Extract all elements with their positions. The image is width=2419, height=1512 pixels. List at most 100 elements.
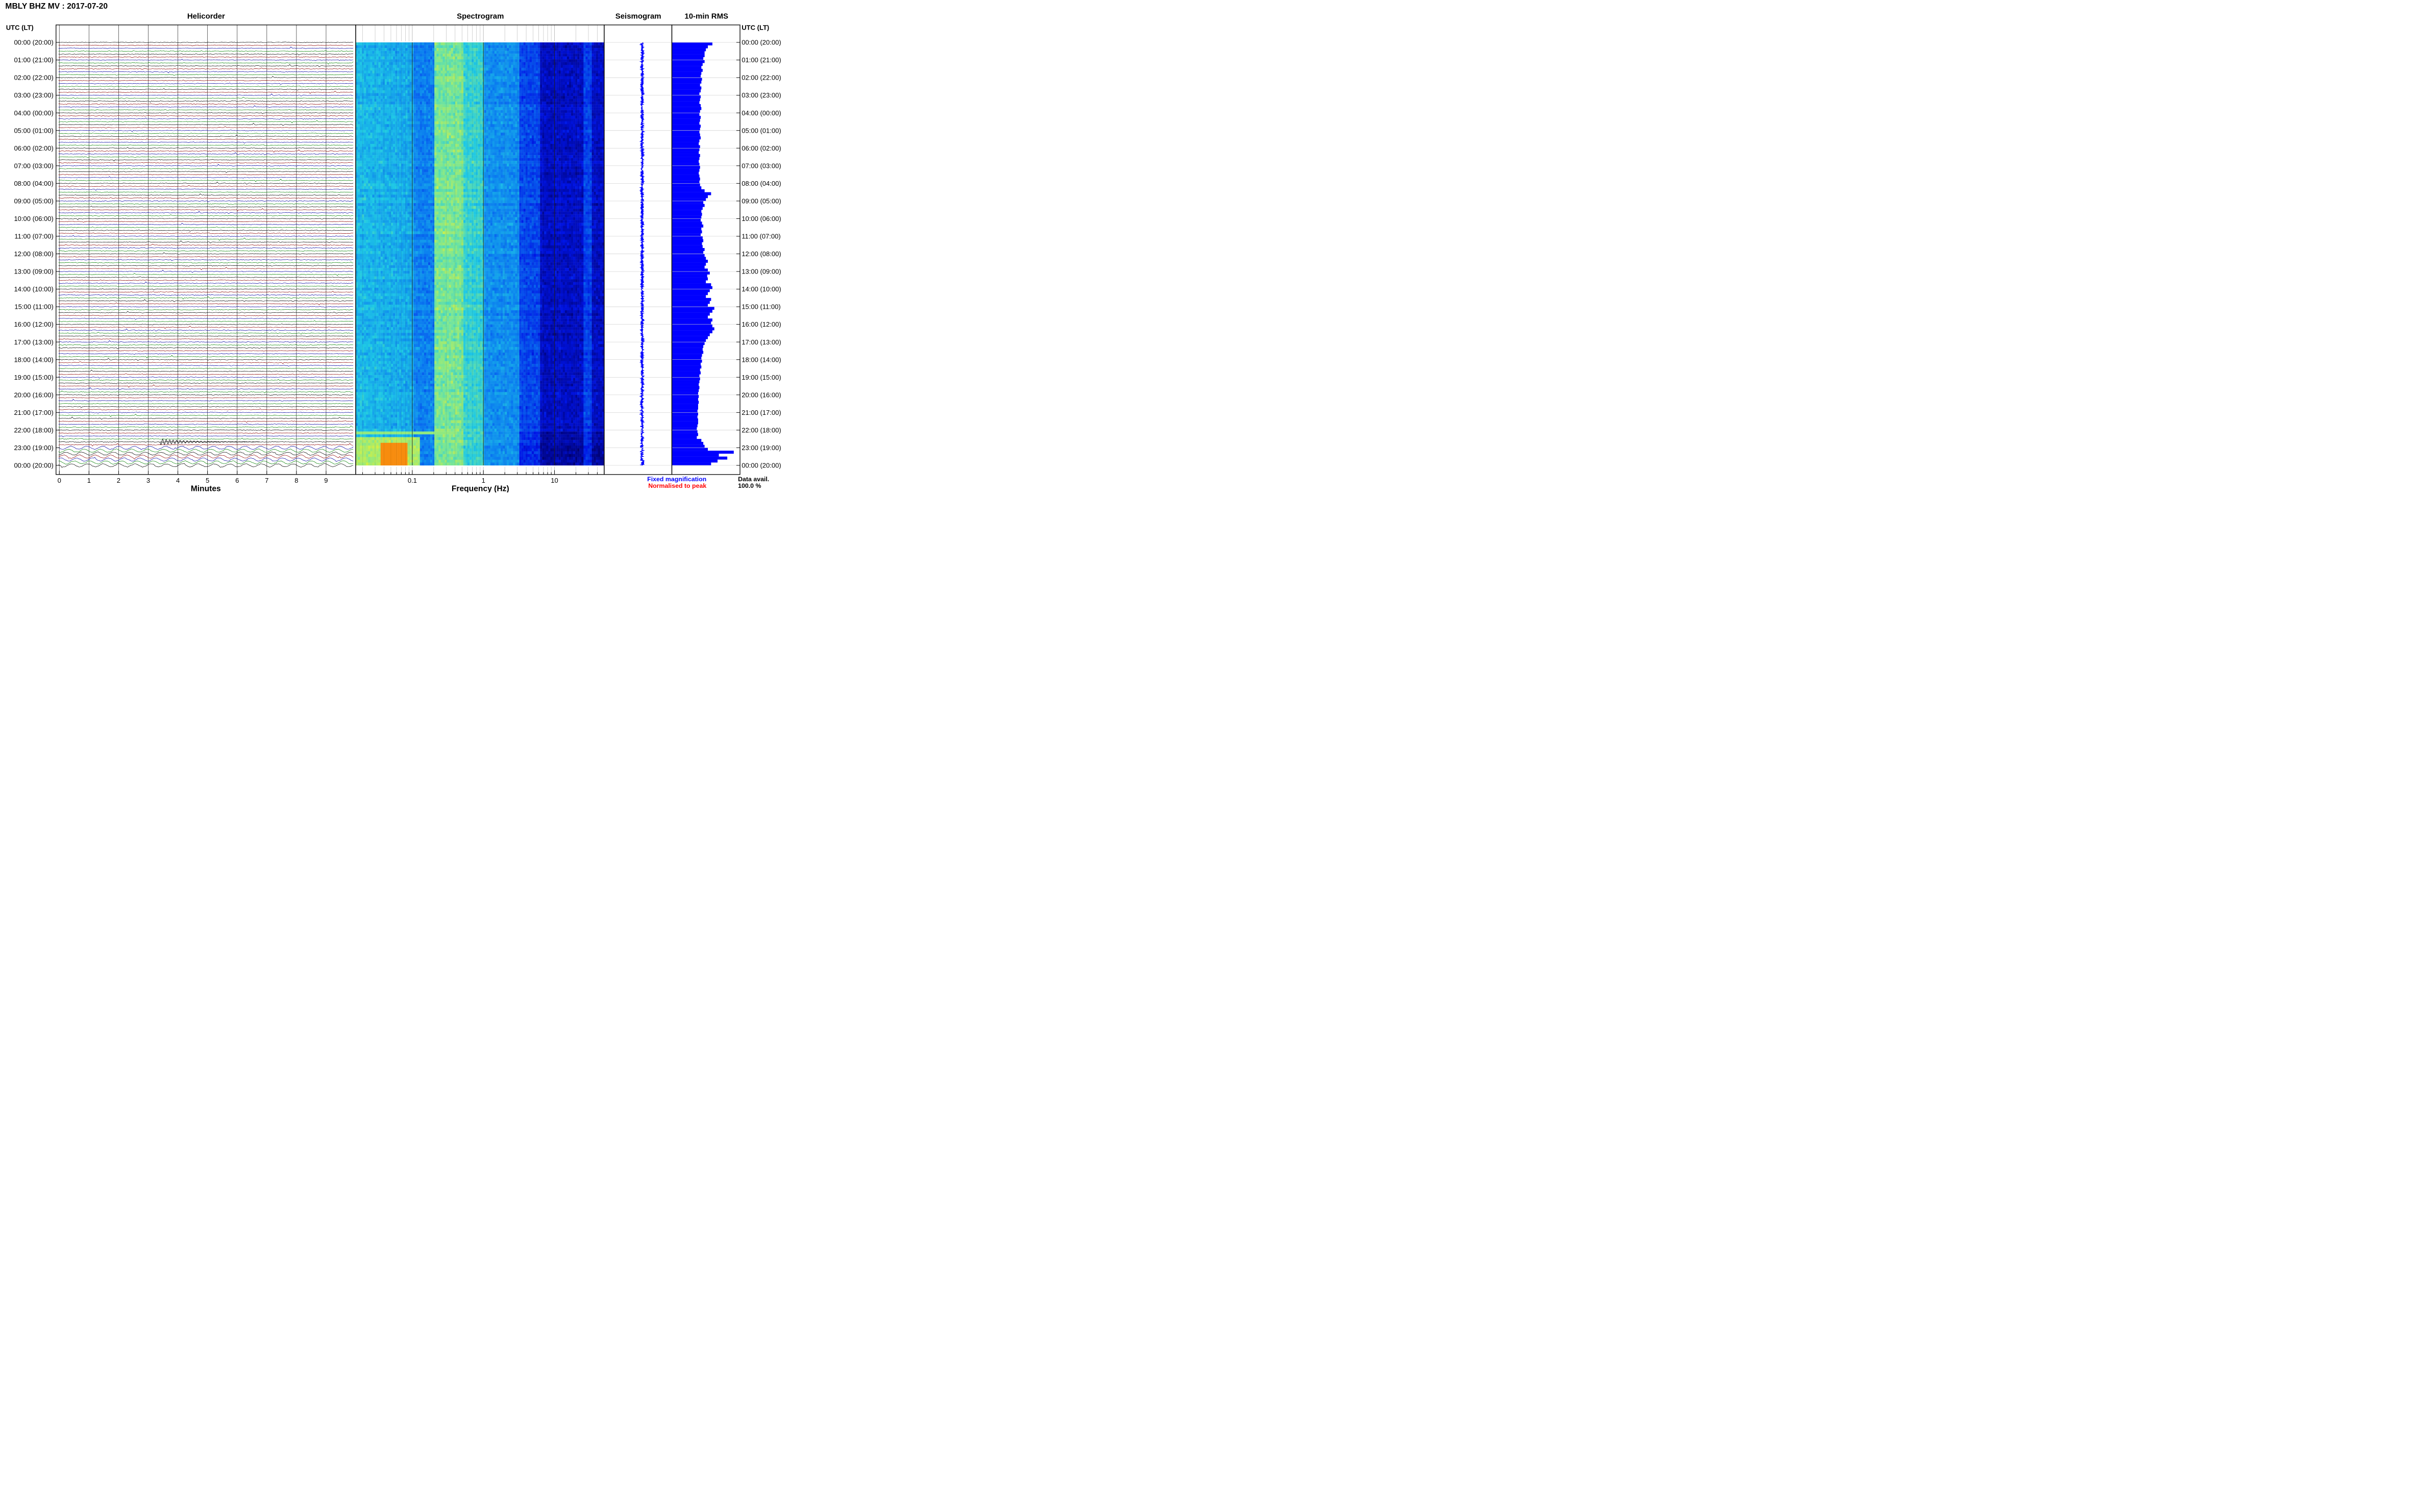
spectrogram-cell bbox=[480, 118, 482, 121]
spectrogram-cell bbox=[507, 127, 509, 130]
minutes-tick-label: 3 bbox=[146, 477, 150, 484]
spectrogram-cell bbox=[384, 150, 387, 153]
spectrogram-cell bbox=[380, 132, 383, 136]
spectrogram-cell bbox=[533, 102, 536, 105]
spectrogram-cell bbox=[457, 84, 460, 88]
spectrogram-cell bbox=[525, 152, 528, 156]
spectrogram-cell bbox=[442, 79, 445, 82]
spectrogram-cell bbox=[390, 130, 393, 133]
spectrogram-cell bbox=[407, 146, 410, 150]
spectrogram-cell bbox=[362, 87, 364, 91]
spectrogram-cell bbox=[372, 150, 375, 153]
spectrogram-cell bbox=[562, 110, 565, 113]
spectrogram-cell bbox=[362, 54, 364, 57]
spectrogram-cell bbox=[428, 121, 431, 125]
spectrogram-cell bbox=[399, 124, 402, 128]
spectrogram-cell bbox=[370, 127, 373, 130]
spectrogram-cell bbox=[602, 90, 605, 93]
spectrogram-cell bbox=[556, 138, 559, 141]
spectrogram-cell bbox=[566, 107, 570, 110]
spectrogram-cell bbox=[451, 62, 453, 65]
spectrogram-cell bbox=[474, 67, 476, 71]
spectrogram-cell bbox=[503, 110, 505, 113]
spectrogram-cell bbox=[525, 130, 528, 133]
spectrogram-cell bbox=[552, 42, 555, 45]
spectrogram-cell bbox=[486, 150, 488, 153]
spectrogram-cell bbox=[415, 132, 418, 136]
spectrogram-cell bbox=[600, 90, 603, 93]
spectrogram-cell bbox=[442, 98, 445, 102]
spectrogram-cell bbox=[459, 48, 462, 51]
spectrogram-cell bbox=[422, 150, 425, 153]
spectrogram-cell bbox=[451, 102, 453, 105]
spectrogram-cell bbox=[417, 48, 421, 51]
spectrogram-cell bbox=[453, 45, 455, 48]
spectrogram-cell bbox=[386, 56, 389, 60]
spectrogram-cell bbox=[486, 79, 488, 82]
spectrogram-cell bbox=[459, 138, 462, 141]
spectrogram-cell bbox=[556, 113, 559, 116]
spectrogram-cell bbox=[368, 65, 371, 68]
spectrogram-cell bbox=[395, 76, 398, 80]
spectrogram-cell bbox=[390, 48, 393, 51]
spectrogram-cell bbox=[490, 138, 493, 141]
spectrogram-cell bbox=[422, 90, 425, 93]
spectrogram-cell bbox=[428, 65, 431, 68]
spectrogram-cell bbox=[388, 102, 391, 105]
spectrogram-cell bbox=[426, 79, 429, 82]
spectrogram-cell bbox=[397, 135, 400, 139]
helicorder-trace bbox=[58, 320, 354, 323]
spectrogram-cell bbox=[451, 67, 453, 71]
spectrogram-cell bbox=[368, 48, 371, 51]
spectrogram-cell bbox=[566, 146, 570, 150]
spectrogram-cell bbox=[533, 87, 536, 91]
spectrogram-cell bbox=[461, 65, 464, 68]
spectrogram-cell bbox=[447, 150, 449, 153]
spectrogram-cell bbox=[467, 127, 470, 130]
spectrogram-cell bbox=[428, 130, 431, 133]
spectrogram-cell bbox=[411, 110, 414, 113]
spectrogram-cell bbox=[494, 79, 497, 82]
spectrogram-cell bbox=[540, 70, 542, 74]
spectrogram-cell bbox=[430, 121, 433, 125]
spectrogram-cell bbox=[569, 87, 572, 91]
spectrogram-cell bbox=[562, 62, 565, 65]
spectrogram-cell bbox=[600, 130, 603, 133]
spectrogram-cell bbox=[602, 82, 605, 85]
helicorder-trace bbox=[58, 232, 354, 234]
spectrogram-cell bbox=[432, 73, 435, 77]
spectrogram-cell bbox=[480, 70, 482, 74]
spectrogram-cell bbox=[573, 45, 576, 48]
spectrogram-cell bbox=[417, 42, 421, 45]
spectrogram-cell bbox=[515, 48, 517, 51]
spectrogram-cell bbox=[515, 70, 517, 74]
spectrogram-cell bbox=[362, 127, 364, 130]
spectrogram-cell bbox=[447, 93, 449, 96]
spectrogram-cell bbox=[419, 107, 423, 110]
spectrogram-cell bbox=[380, 96, 383, 99]
spectrogram-cell bbox=[390, 45, 393, 48]
spectrogram-cell bbox=[546, 76, 549, 80]
spectrogram-cell bbox=[509, 102, 511, 105]
spectrogram-cell bbox=[503, 76, 505, 80]
spectrogram-cell bbox=[550, 59, 553, 62]
spectrogram-cell bbox=[411, 138, 414, 141]
spectrogram-cell bbox=[519, 45, 522, 48]
spectrogram-cell bbox=[536, 82, 538, 85]
spectrogram-cell bbox=[364, 45, 366, 48]
spectrogram-cell bbox=[442, 62, 445, 65]
spectrogram-cell bbox=[380, 138, 383, 141]
spectrogram-cell bbox=[600, 42, 603, 45]
spectrogram-cell bbox=[546, 152, 549, 156]
helicorder-trace bbox=[58, 67, 354, 70]
spectrogram-cell bbox=[415, 56, 418, 60]
spectrogram-cell bbox=[417, 84, 421, 88]
spectrogram-cell bbox=[390, 59, 393, 62]
spectrogram-cell bbox=[556, 143, 559, 147]
spectrogram-cell bbox=[503, 96, 505, 99]
spectrogram-cell bbox=[503, 121, 505, 125]
spectrogram-cell bbox=[589, 90, 592, 93]
spectrogram-cell bbox=[566, 67, 570, 71]
spectrogram-cell bbox=[378, 110, 381, 113]
spectrogram-cell bbox=[358, 110, 360, 113]
